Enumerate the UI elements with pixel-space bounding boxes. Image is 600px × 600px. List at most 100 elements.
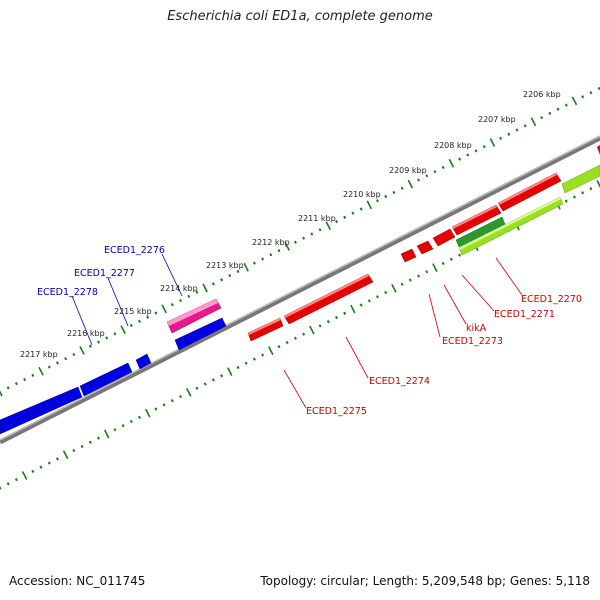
major-tick — [227, 367, 233, 376]
minor-tick — [359, 207, 363, 211]
minor-tick — [129, 323, 133, 328]
major-tick — [366, 200, 373, 210]
minor-tick — [417, 274, 421, 278]
major-tick — [448, 158, 455, 168]
page-title: Escherichia coli ED1a, complete genome — [167, 9, 433, 24]
gene-ECED1_2277[interactable] — [174, 317, 227, 351]
kbp-label: 2206 kbp — [523, 90, 561, 99]
gene-lime-2[interactable] — [561, 164, 600, 194]
minor-tick — [195, 386, 199, 390]
minor-tick — [138, 415, 141, 419]
minor-tick — [548, 111, 552, 116]
minor-tick — [540, 115, 544, 120]
minor-tick — [105, 336, 109, 340]
minor-tick — [14, 382, 18, 386]
minor-tick — [441, 261, 445, 266]
minor-tick — [367, 299, 371, 303]
major-tick — [284, 242, 291, 251]
gene-kikA[interactable] — [432, 228, 456, 247]
gene-label-ECED1_2274: ECED1_2274 — [369, 376, 430, 387]
gene-blue-mid[interactable] — [79, 362, 133, 397]
minor-tick — [31, 373, 35, 377]
minor-tick — [261, 257, 265, 261]
major-tick — [489, 138, 496, 147]
minor-tick — [64, 357, 68, 361]
minor-tick — [515, 128, 519, 132]
minor-tick — [458, 253, 462, 257]
minor-tick — [351, 211, 355, 215]
minor-tick — [211, 282, 215, 286]
kbp-label: 2211 kbp — [298, 214, 336, 223]
minor-tick — [211, 378, 215, 382]
gene-ECED1_2278[interactable] — [135, 353, 152, 370]
minor-tick — [589, 91, 593, 95]
major-tick — [571, 96, 578, 106]
minor-tick — [474, 149, 478, 153]
kbp-label: 2207 kbp — [478, 115, 516, 124]
kbp-label: 2216 kbp — [67, 329, 105, 338]
minor-tick — [285, 340, 289, 345]
minor-tick — [203, 382, 207, 386]
minor-tick — [449, 257, 453, 261]
minor-tick — [335, 219, 338, 224]
minor-tick — [6, 386, 10, 390]
minor-tick — [113, 332, 117, 336]
minor-tick — [146, 315, 150, 319]
minor-tick — [293, 336, 297, 340]
minor-tick — [252, 261, 256, 265]
minor-tick — [343, 215, 347, 219]
major-tick — [432, 263, 438, 272]
minor-tick — [220, 278, 224, 282]
minor-tick — [39, 465, 43, 469]
minor-tick — [458, 157, 462, 161]
minor-tick — [72, 352, 76, 357]
minor-tick — [384, 194, 388, 199]
minor-tick — [252, 357, 256, 361]
kbp-label: 2210 kbp — [343, 190, 381, 199]
major-tick — [530, 117, 537, 127]
gene-label-ECED1_2270: ECED1_2270 — [521, 294, 582, 305]
minor-tick — [220, 374, 224, 378]
major-tick — [120, 325, 126, 334]
minor-tick — [170, 399, 174, 403]
major-tick — [21, 471, 28, 480]
minor-tick — [417, 178, 421, 182]
minor-tick — [88, 344, 92, 348]
accession-text: Accession: NC_011745 — [9, 574, 146, 588]
minor-tick — [129, 419, 133, 424]
gene-ECED1_2273[interactable] — [416, 240, 434, 255]
gene-ECED1_2274[interactable] — [283, 273, 374, 325]
minor-tick — [573, 195, 576, 199]
gene-blue-long[interactable] — [0, 386, 83, 435]
minor-tick — [47, 461, 51, 465]
minor-tick — [433, 170, 437, 174]
minor-tick — [564, 103, 568, 107]
kbp-labels: 2206 kbp 2207 kbp 2208 kbp 2209 kbp 2210… — [20, 90, 561, 359]
minor-tick — [425, 174, 429, 178]
gene-edge-top[interactable] — [597, 145, 600, 155]
gene-small-1[interactable] — [400, 248, 417, 263]
gene-lime-1[interactable] — [458, 196, 564, 256]
kbp-label: 2208 kbp — [434, 141, 472, 150]
minor-tick — [6, 482, 10, 486]
major-tick — [144, 408, 151, 418]
minor-tick — [55, 361, 59, 365]
minor-tick — [244, 361, 248, 365]
major-tick — [202, 283, 208, 293]
minor-tick — [121, 424, 125, 428]
minor-tick — [261, 353, 265, 357]
minor-tick — [441, 165, 445, 170]
minor-tick — [302, 332, 306, 336]
forward-genes — [247, 145, 600, 342]
minor-tick — [408, 278, 412, 282]
gene-label-ECED1_2275: ECED1_2275 — [306, 406, 367, 417]
major-tick — [325, 221, 332, 231]
kbp-label: 2212 kbp — [252, 238, 290, 247]
minor-tick — [228, 273, 232, 278]
gene-green[interactable] — [455, 216, 506, 248]
minor-tick — [154, 407, 158, 411]
minor-tick — [326, 320, 330, 324]
minor-tick — [179, 394, 183, 399]
major-tick — [268, 346, 274, 356]
